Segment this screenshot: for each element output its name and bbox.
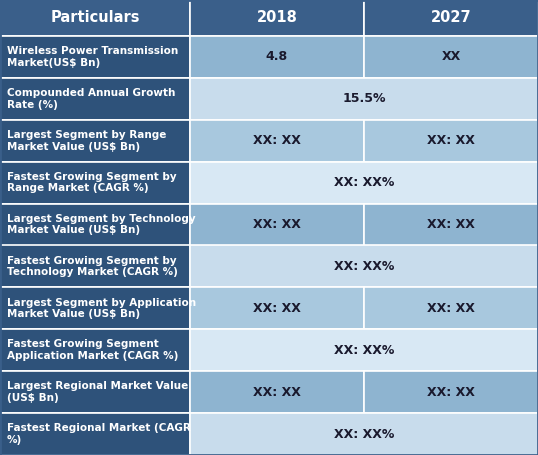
Text: Fastest Growing Segment by
Range Market (CAGR %): Fastest Growing Segment by Range Market … bbox=[7, 172, 176, 193]
Text: XX: XX%: XX: XX% bbox=[334, 428, 394, 440]
Text: XX: XX%: XX: XX% bbox=[334, 176, 394, 189]
Text: Fastest Growing Segment by
Technology Market (CAGR %): Fastest Growing Segment by Technology Ma… bbox=[7, 256, 178, 277]
Bar bbox=[0, 203, 190, 246]
Text: XX: XX: XX: XX bbox=[427, 302, 475, 315]
Text: 2018: 2018 bbox=[257, 10, 298, 25]
Bar bbox=[190, 120, 364, 162]
Text: XX: XX%: XX: XX% bbox=[334, 260, 394, 273]
Text: 15.5%: 15.5% bbox=[342, 92, 386, 106]
Text: XX: XX: XX: XX bbox=[427, 134, 475, 147]
Text: 4.8: 4.8 bbox=[266, 51, 288, 63]
Bar bbox=[0, 288, 190, 329]
Text: Compounded Annual Growth
Rate (%): Compounded Annual Growth Rate (%) bbox=[7, 88, 175, 110]
Bar bbox=[364, 371, 538, 413]
Bar bbox=[0, 162, 190, 203]
Bar bbox=[0, 371, 190, 413]
Bar bbox=[0, 413, 190, 455]
Text: Wireless Power Transmission
Market(US$ Bn): Wireless Power Transmission Market(US$ B… bbox=[7, 46, 178, 68]
Text: XX: XX: XX: XX bbox=[253, 134, 301, 147]
Bar bbox=[0, 78, 190, 120]
Bar bbox=[364, 120, 538, 162]
Bar bbox=[190, 329, 538, 371]
Text: Particulars: Particulars bbox=[50, 10, 140, 25]
Bar bbox=[0, 120, 190, 162]
Bar bbox=[190, 78, 538, 120]
Text: XX: XX%: XX: XX% bbox=[334, 344, 394, 357]
Bar bbox=[190, 288, 364, 329]
Bar bbox=[364, 36, 538, 78]
Text: XX: XX: XX: XX bbox=[427, 386, 475, 399]
Bar bbox=[364, 0, 538, 36]
Bar bbox=[0, 329, 190, 371]
Bar bbox=[190, 371, 364, 413]
Text: Largest Segment by Application
Market Value (US$ Bn): Largest Segment by Application Market Va… bbox=[7, 298, 196, 319]
Text: Fastest Growing Segment
Application Market (CAGR %): Fastest Growing Segment Application Mark… bbox=[7, 339, 179, 361]
Text: XX: XX bbox=[441, 51, 461, 63]
Text: XX: XX: XX: XX bbox=[253, 218, 301, 231]
Bar bbox=[190, 203, 364, 246]
Bar bbox=[0, 246, 190, 288]
Text: XX: XX: XX: XX bbox=[253, 386, 301, 399]
Text: XX: XX: XX: XX bbox=[253, 302, 301, 315]
Bar bbox=[0, 36, 190, 78]
Bar bbox=[190, 246, 538, 288]
Bar bbox=[190, 0, 364, 36]
Bar bbox=[190, 162, 538, 203]
Bar bbox=[0, 0, 190, 36]
Text: Largest Segment by Technology
Market Value (US$ Bn): Largest Segment by Technology Market Val… bbox=[7, 214, 196, 235]
Bar bbox=[190, 36, 364, 78]
Bar bbox=[190, 413, 538, 455]
Text: 2027: 2027 bbox=[431, 10, 471, 25]
Text: XX: XX: XX: XX bbox=[427, 218, 475, 231]
Text: Fastest Regional Market (CAGR
%): Fastest Regional Market (CAGR %) bbox=[7, 423, 191, 445]
Bar bbox=[364, 288, 538, 329]
Bar bbox=[364, 203, 538, 246]
Text: Largest Segment by Range
Market Value (US$ Bn): Largest Segment by Range Market Value (U… bbox=[7, 130, 166, 152]
Text: Largest Regional Market Value
(US$ Bn): Largest Regional Market Value (US$ Bn) bbox=[7, 381, 188, 403]
